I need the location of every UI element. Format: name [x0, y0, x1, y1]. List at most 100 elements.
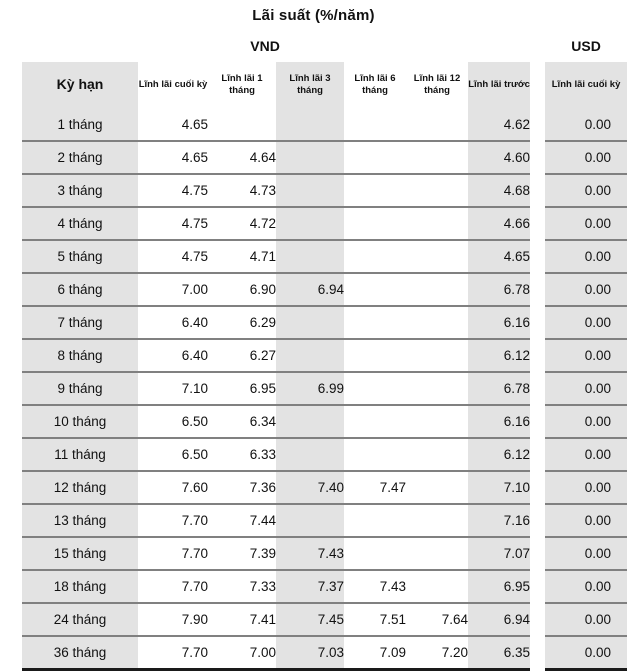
cell-vnd-rate: 6.40	[138, 339, 208, 373]
section-gap-header	[530, 62, 546, 108]
column-header-usd-end-of-term: Lĩnh lãi cuối kỳ	[545, 62, 627, 108]
cell-vnd-rate: 6.29	[208, 306, 276, 340]
cell-vnd-rate: 4.72	[208, 207, 276, 241]
cell-vnd-rate: 7.09	[344, 636, 406, 671]
cell-vnd-rate: 6.34	[208, 405, 276, 439]
cell-vnd-rate: 7.70	[138, 636, 208, 671]
table-row: 10 tháng 6.50 6.34 6.16 0.00	[0, 405, 627, 439]
cell-usd-rate: 0.00	[545, 108, 627, 142]
cell-vnd-rate	[406, 273, 468, 307]
cell-vnd-rate: 4.68	[468, 174, 531, 208]
cell-term: 5 tháng	[22, 240, 138, 274]
row-section-gap	[530, 372, 546, 405]
table-row: 13 tháng 7.70 7.44 7.16 0.00	[0, 504, 627, 538]
table-row: 12 tháng 7.60 7.36 7.40 7.47 7.10 0.00	[0, 471, 627, 505]
cell-vnd-rate: 7.20	[406, 636, 468, 671]
cell-vnd-rate: 7.51	[344, 603, 406, 637]
row-left-gutter	[0, 603, 22, 636]
left-gutter-header	[0, 62, 22, 108]
cell-vnd-rate: 4.75	[138, 174, 208, 208]
cell-term: 4 tháng	[22, 207, 138, 241]
cell-vnd-rate: 6.16	[468, 405, 531, 439]
cell-vnd-rate	[406, 174, 468, 208]
cell-vnd-rate: 4.62	[468, 108, 531, 142]
group-header-usd: USD	[571, 38, 601, 54]
cell-vnd-rate: 7.43	[344, 570, 406, 604]
cell-vnd-rate	[276, 405, 344, 439]
cell-vnd-rate	[276, 339, 344, 373]
column-header-row: Kỳ hạn Lĩnh lãi cuối kỳ Lĩnh lãi 1 tháng…	[0, 62, 627, 108]
cell-vnd-rate	[406, 570, 468, 604]
row-left-gutter	[0, 207, 22, 240]
row-left-gutter	[0, 471, 22, 504]
cell-usd-rate: 0.00	[545, 174, 627, 208]
column-header-vnd-monthly-1: Lĩnh lãi 1 tháng	[221, 73, 263, 96]
cell-vnd-rate	[406, 306, 468, 340]
cell-vnd-rate: 7.00	[208, 636, 276, 671]
table-row: 8 tháng 6.40 6.27 6.12 0.00	[0, 339, 627, 373]
row-left-gutter	[0, 174, 22, 207]
row-left-gutter	[0, 405, 22, 438]
cell-vnd-rate: 7.40	[276, 471, 344, 505]
cell-term: 9 tháng	[22, 372, 138, 406]
row-left-gutter	[0, 141, 22, 174]
cell-vnd-rate: 4.73	[208, 174, 276, 208]
row-section-gap	[530, 141, 546, 174]
page-title: Lãi suất (%/năm)	[252, 6, 375, 24]
row-section-gap	[530, 174, 546, 207]
cell-vnd-rate	[276, 306, 344, 340]
row-left-gutter	[0, 240, 22, 273]
cell-vnd-rate: 7.36	[208, 471, 276, 505]
cell-vnd-rate	[344, 504, 406, 538]
cell-vnd-rate: 4.60	[468, 141, 531, 175]
row-section-gap	[530, 108, 546, 141]
cell-vnd-rate	[344, 306, 406, 340]
cell-term: 18 tháng	[22, 570, 138, 604]
cell-vnd-rate	[406, 504, 468, 538]
cell-vnd-rate: 7.64	[406, 603, 468, 637]
row-left-gutter	[0, 636, 22, 669]
cell-vnd-rate: 7.10	[468, 471, 531, 505]
cell-term: 24 tháng	[22, 603, 138, 637]
cell-usd-rate: 0.00	[545, 405, 627, 439]
cell-vnd-rate	[406, 471, 468, 505]
cell-usd-rate: 0.00	[545, 537, 627, 571]
cell-vnd-rate: 6.16	[468, 306, 531, 340]
cell-vnd-rate	[344, 273, 406, 307]
cell-vnd-rate	[406, 108, 468, 142]
cell-vnd-rate: 4.66	[468, 207, 531, 241]
cell-vnd-rate: 7.10	[138, 372, 208, 406]
cell-vnd-rate: 6.50	[138, 438, 208, 472]
row-left-gutter	[0, 372, 22, 405]
cell-usd-rate: 0.00	[545, 372, 627, 406]
cell-term: 12 tháng	[22, 471, 138, 505]
group-header-vnd: VND	[250, 38, 280, 54]
cell-vnd-rate: 7.43	[276, 537, 344, 571]
cell-term: 13 tháng	[22, 504, 138, 538]
cell-vnd-rate: 4.65	[138, 108, 208, 142]
cell-vnd-rate	[344, 141, 406, 175]
page-title-row: Lãi suất (%/năm)	[0, 0, 627, 30]
cell-vnd-rate: 7.45	[276, 603, 344, 637]
table-row: 24 tháng 7.90 7.41 7.45 7.51 7.64 6.94 0.00	[0, 603, 627, 637]
row-section-gap	[530, 636, 546, 669]
cell-usd-rate: 0.00	[545, 438, 627, 472]
table-row: 9 tháng 7.10 6.95 6.99 6.78 0.00	[0, 372, 627, 406]
cell-vnd-rate: 7.37	[276, 570, 344, 604]
cell-usd-rate: 0.00	[545, 273, 627, 307]
cell-vnd-rate: 7.03	[276, 636, 344, 671]
cell-usd-rate: 0.00	[545, 339, 627, 373]
cell-term: 36 tháng	[22, 636, 138, 671]
cell-vnd-rate: 6.94	[276, 273, 344, 307]
cell-vnd-rate	[344, 537, 406, 571]
cell-vnd-rate: 7.90	[138, 603, 208, 637]
cell-vnd-rate	[276, 108, 344, 142]
cell-vnd-rate	[406, 405, 468, 439]
cell-vnd-rate	[344, 108, 406, 142]
row-left-gutter	[0, 108, 22, 141]
cell-vnd-rate: 7.70	[138, 504, 208, 538]
row-section-gap	[530, 339, 546, 372]
table-row: 3 tháng 4.75 4.73 4.68 0.00	[0, 174, 627, 208]
cell-term: 2 tháng	[22, 141, 138, 175]
column-header-vnd-monthly-12: Lĩnh lãi 12 tháng	[413, 73, 461, 96]
